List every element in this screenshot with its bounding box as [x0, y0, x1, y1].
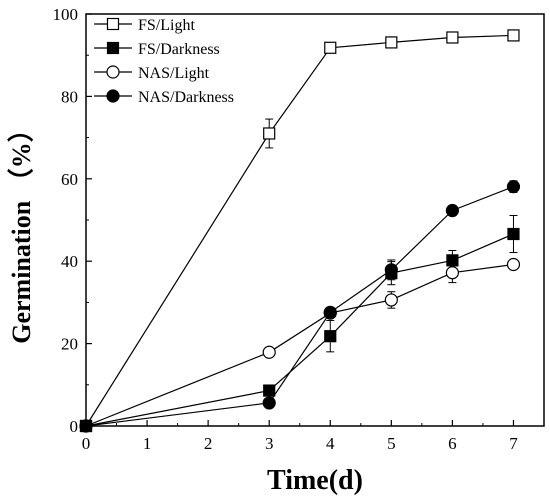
- y-tick-label: 20: [61, 335, 78, 354]
- series-line: [85, 263, 514, 427]
- data-point: [446, 31, 459, 44]
- data-point: [385, 36, 398, 49]
- data-point: [324, 330, 337, 343]
- data-point: [323, 305, 337, 319]
- data-point: [263, 384, 276, 397]
- x-tick-label: 6: [448, 434, 457, 453]
- data-point: [445, 266, 459, 280]
- series-nas-darkness: [79, 180, 521, 433]
- series-fs-darkness: [79, 214, 520, 433]
- x-tick-label: 4: [326, 434, 335, 453]
- data-point: [384, 263, 398, 277]
- legend-label: FS/Light: [138, 17, 195, 34]
- series-fs-light: [79, 29, 520, 433]
- legend-label: FS/Darkness: [138, 41, 220, 58]
- x-tick-label: 5: [387, 434, 396, 453]
- data-point: [507, 227, 520, 241]
- series-line: [85, 186, 514, 427]
- axis-ticks: 0 1 2 3 4 5 6 7 0 20 40 60 80 100: [53, 5, 519, 453]
- y-axis-title: Germination （%）: [7, 116, 36, 344]
- series-nas-light: [79, 257, 521, 433]
- data-point: [507, 29, 520, 42]
- legend-marker: [106, 89, 120, 103]
- x-tick-label: 0: [82, 434, 91, 453]
- x-tick-label: 1: [143, 434, 152, 453]
- legend-marker: [106, 65, 120, 79]
- data-point: [262, 396, 276, 410]
- x-tick-label: 2: [204, 434, 213, 453]
- legend-label: NAS/Darkness: [138, 89, 234, 106]
- legend-marker: [106, 17, 120, 31]
- legend-label: NAS/Light: [138, 65, 210, 82]
- data-point: [384, 293, 398, 307]
- data-point: [79, 419, 93, 433]
- y-tick-label: 40: [61, 252, 78, 271]
- x-tick-label: 3: [265, 434, 274, 453]
- y-tick-label: 100: [53, 5, 79, 24]
- y-tick-label: 0: [70, 417, 79, 436]
- legend-marker: [106, 41, 120, 55]
- y-tick-label: 80: [61, 87, 78, 106]
- data-point: [506, 180, 521, 194]
- x-axis-title: Time(d): [267, 465, 363, 496]
- legend: FS/Light FS/Darkness NAS/Light NAS/Darkness: [94, 17, 234, 106]
- data-series: [79, 29, 521, 433]
- data-point: [263, 127, 276, 140]
- series-line: [85, 34, 514, 427]
- series-line: [85, 233, 514, 427]
- data-point: [506, 257, 521, 272]
- x-tick-label: 7: [509, 434, 518, 453]
- data-point: [324, 41, 337, 54]
- data-point: [262, 345, 276, 359]
- y-tick-label: 60: [61, 170, 78, 189]
- data-point: [445, 203, 459, 218]
